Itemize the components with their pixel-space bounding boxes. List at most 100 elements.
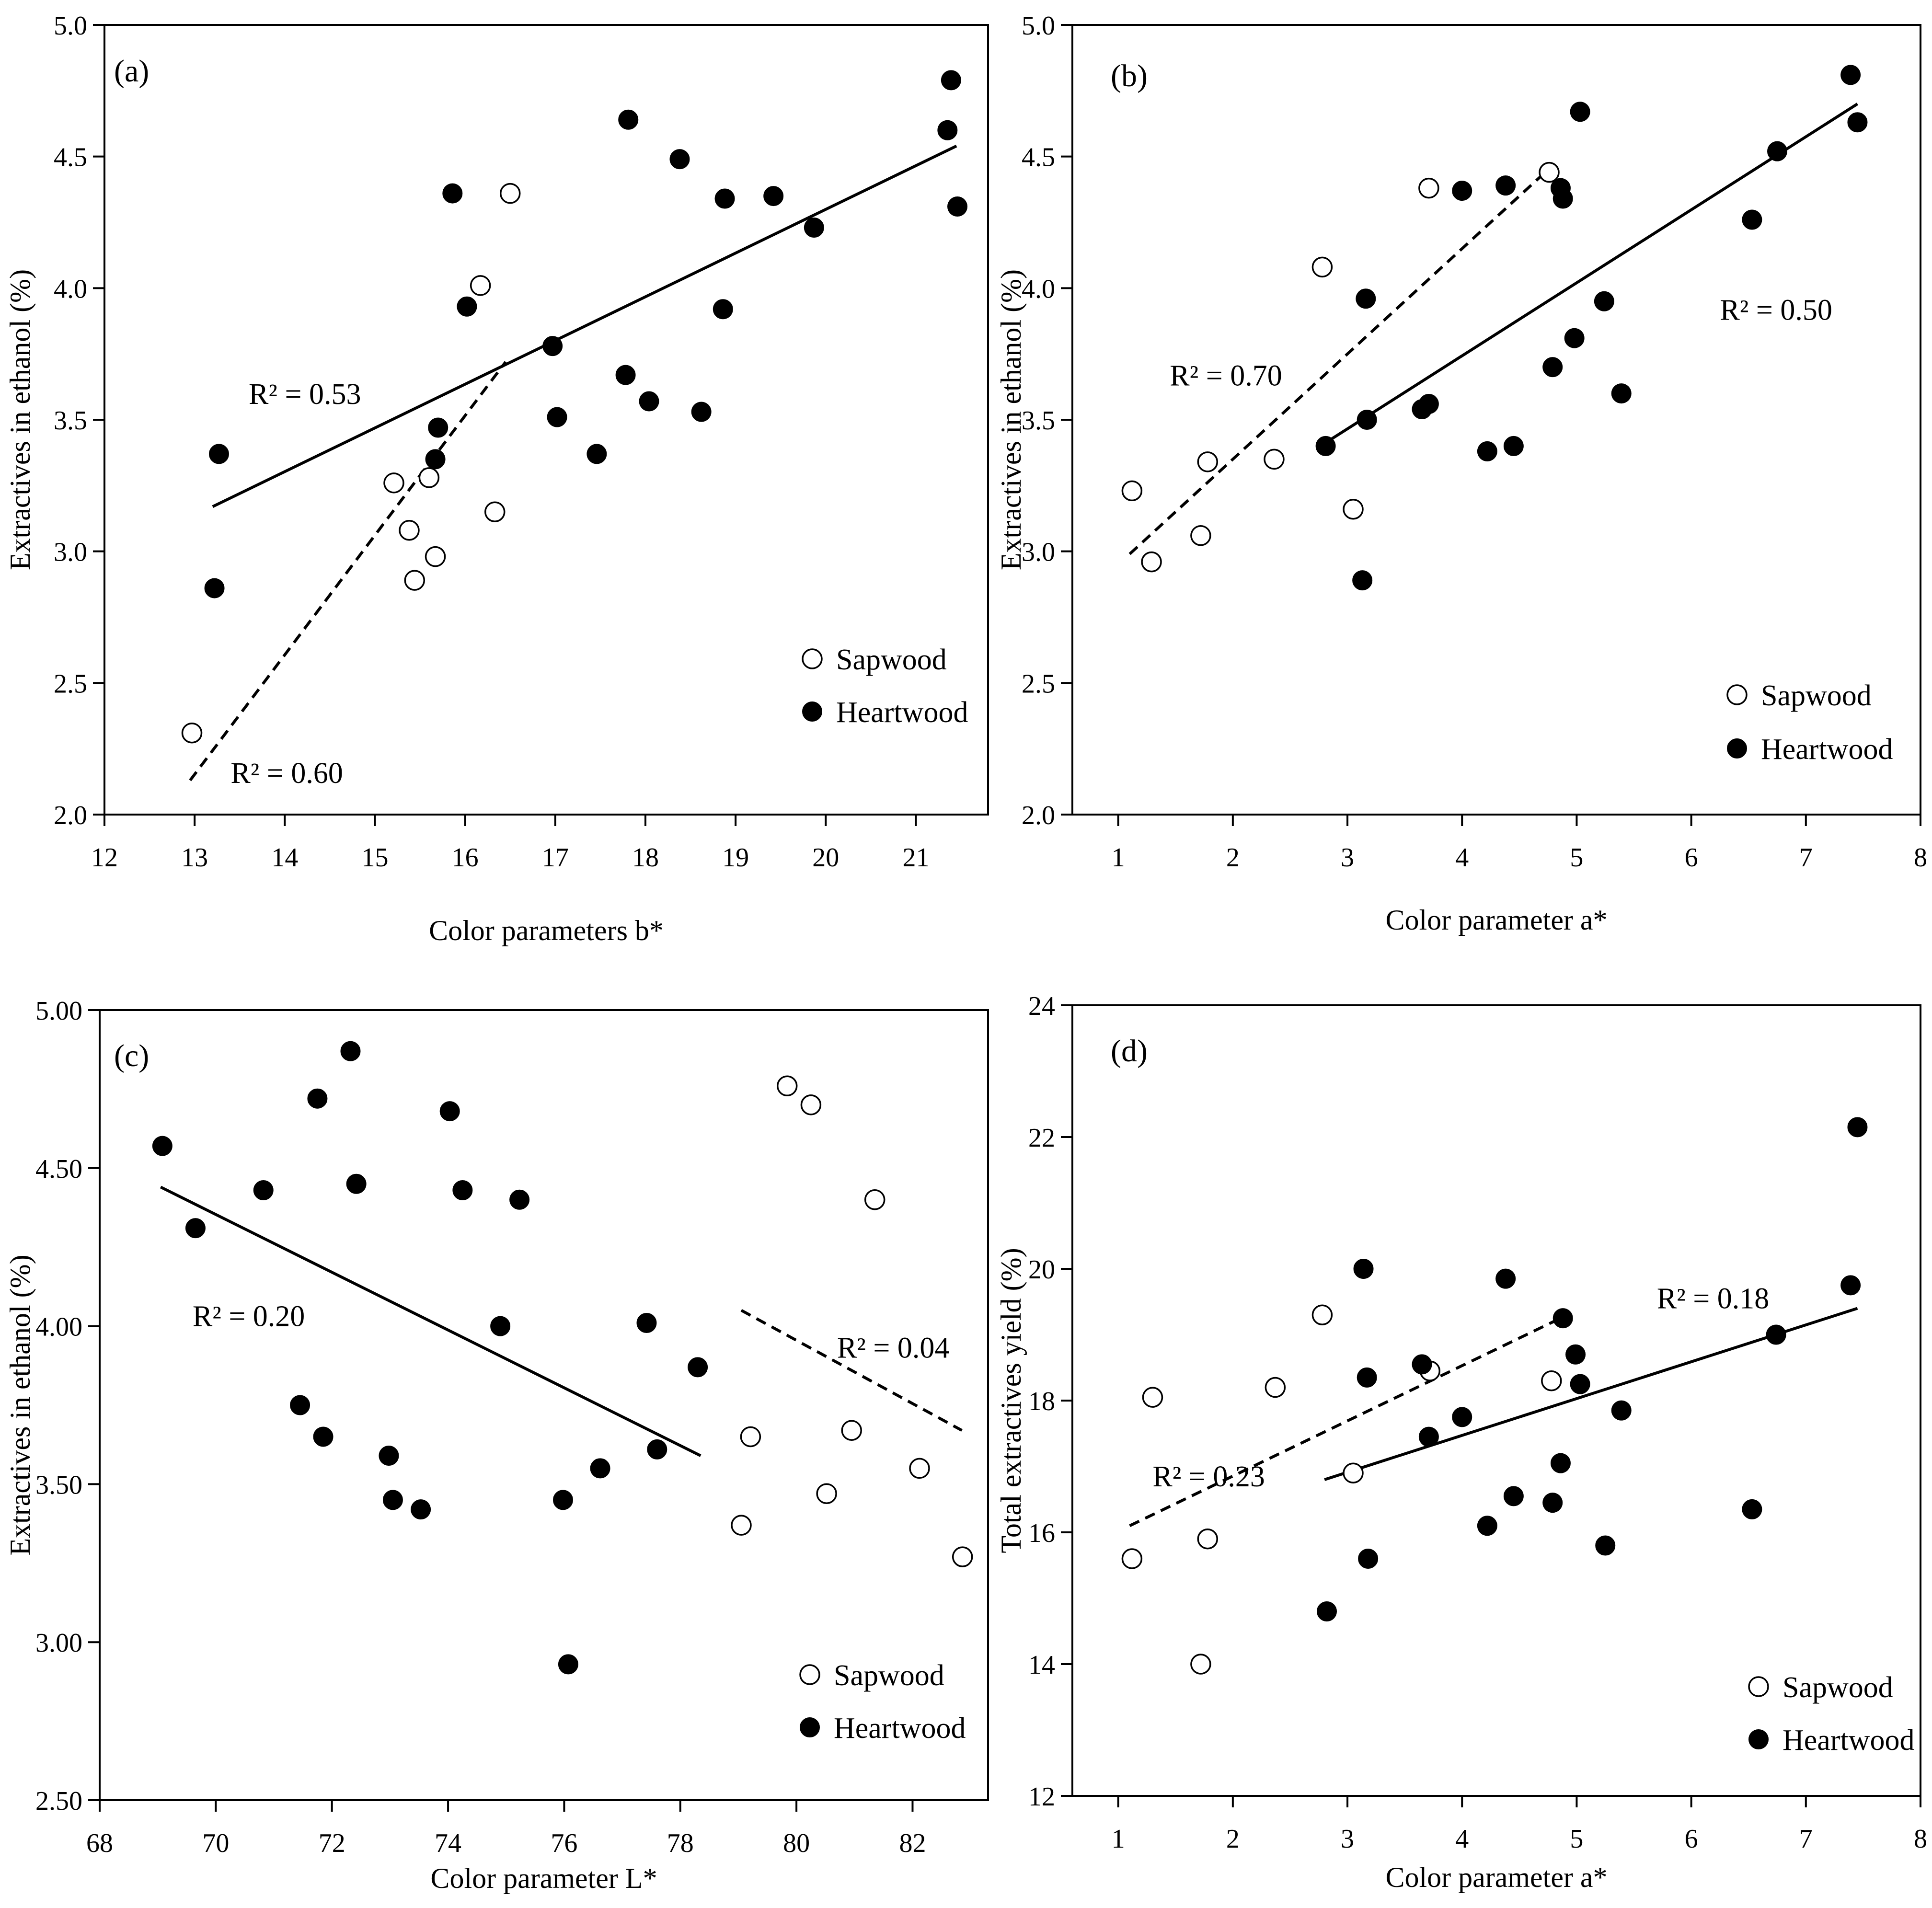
y-tick-label: 4.0 xyxy=(1022,274,1055,304)
x-tick-label: 8 xyxy=(1914,1824,1927,1854)
sapwood-point xyxy=(399,519,420,541)
heartwood-point xyxy=(1503,436,1524,456)
x-tick-label: 1 xyxy=(1112,1824,1125,1854)
y-tick-label: 12 xyxy=(1028,1782,1055,1812)
heartwood-point xyxy=(691,402,712,422)
y-tick-label: 2.50 xyxy=(35,1786,82,1816)
panel-a: 12 13 14 15 16 17 18 19 20 21 2.0 2.5 3.0 3.5 4.0 4.5 5.… xyxy=(4,11,989,946)
heartwood-point xyxy=(1552,1308,1573,1329)
heartwood-point xyxy=(1477,1516,1497,1536)
heartwood-point xyxy=(1570,102,1590,122)
heartwood-point xyxy=(439,1101,460,1122)
heartwood-point xyxy=(1495,1268,1516,1289)
heartwood-point xyxy=(1317,1601,1337,1621)
heartwood-point xyxy=(688,1357,708,1378)
y-tick-label: 5.00 xyxy=(35,996,82,1026)
sapwood-point xyxy=(1141,551,1162,573)
y-axis-label: Extractives in ethanol (%) xyxy=(995,269,1027,570)
x-tick-label: 6 xyxy=(1685,843,1698,873)
sapwood-point xyxy=(952,1546,973,1567)
heartwood-point xyxy=(253,1180,274,1200)
x-tick-label: 74 xyxy=(435,1828,461,1858)
y-tick-label: 3.5 xyxy=(1022,406,1055,436)
heartwood-point xyxy=(636,1313,657,1333)
heartwood-point xyxy=(346,1173,367,1194)
y-tick-label: 2.5 xyxy=(1022,669,1055,699)
x-tick-label: 3 xyxy=(1341,1824,1354,1854)
heartwood-point xyxy=(542,336,563,356)
x-tick-label: 82 xyxy=(899,1828,926,1858)
heartwood-point xyxy=(586,444,607,464)
legend-heartwood-marker xyxy=(1748,1729,1769,1749)
heartwood-point xyxy=(1452,1407,1472,1427)
legend-heartwood-marker xyxy=(1727,738,1747,759)
y-tick-label: 3.0 xyxy=(1022,538,1055,567)
sapwood-point xyxy=(1265,1377,1286,1398)
heartwood-point xyxy=(1452,181,1472,201)
panel-b: 1 2 3 4 5 6 7 8 2.0 2.5 3.0 3.5 4.0 4.5 5.0 Color param… xyxy=(995,11,1927,936)
x-tick-label: 17 xyxy=(542,843,569,873)
fit-line-sapwood xyxy=(1129,1320,1554,1527)
heartwood-point xyxy=(1742,209,1762,230)
heartwood-point xyxy=(313,1426,334,1447)
heartwood-point xyxy=(1564,328,1585,348)
fit-line-sapwood xyxy=(189,361,507,782)
legend-heartwood-label: Heartwood xyxy=(1761,733,1893,766)
x-tick-label: 76 xyxy=(551,1828,577,1858)
heartwood-point xyxy=(1594,291,1614,311)
y-tick-label: 4.00 xyxy=(35,1312,82,1342)
heartwood-point xyxy=(1357,410,1377,430)
panel-label: (a) xyxy=(114,54,149,89)
heartwood-point xyxy=(1595,1535,1616,1556)
y-tick-label: 2.0 xyxy=(1022,801,1055,830)
y-axis-label: Extractives in ethanol (%) xyxy=(4,269,36,570)
sapwood-point xyxy=(1121,1548,1143,1569)
legend-heartwood-label: Heartwood xyxy=(836,696,968,729)
heartwood-point xyxy=(452,1180,473,1200)
heartwood-point xyxy=(1412,1354,1432,1375)
x-tick-label: 14 xyxy=(271,843,298,873)
sapwood-point xyxy=(1264,448,1285,470)
heartwood-point xyxy=(1847,112,1868,133)
heartwood-point xyxy=(185,1218,206,1239)
heartwood-point xyxy=(558,1654,578,1675)
heartwood-point xyxy=(442,183,463,204)
y-tick-label: 4.50 xyxy=(35,1154,82,1184)
heartwood-point xyxy=(763,186,784,207)
legend-sapwood-marker xyxy=(1748,1676,1769,1697)
r-squared-label: R² = 0.04 xyxy=(837,1332,949,1365)
heartwood-point xyxy=(941,70,961,91)
heartwood-point xyxy=(937,120,958,140)
sapwood-point xyxy=(1311,256,1333,278)
sapwood-point xyxy=(1311,1304,1333,1325)
y-tick-label: 24 xyxy=(1028,991,1055,1021)
x-tick-label: 72 xyxy=(319,1828,345,1858)
heartwood-point xyxy=(425,449,446,470)
y-tick-label: 2.0 xyxy=(54,801,87,830)
heartwood-point xyxy=(1767,141,1788,161)
heartwood-point xyxy=(1542,357,1563,378)
heartwood-point xyxy=(1418,1426,1439,1447)
x-tick-label: 13 xyxy=(181,843,208,873)
r-squared-label: R² = 0.70 xyxy=(1170,360,1282,392)
sapwood-point xyxy=(731,1515,752,1536)
heartwood-point xyxy=(1542,1493,1563,1513)
heartwood-point xyxy=(490,1316,511,1336)
sapwood-point xyxy=(470,275,491,296)
heartwood-point xyxy=(1495,175,1516,196)
heartwood-point xyxy=(307,1088,328,1109)
y-tick-label: 4.5 xyxy=(54,143,87,172)
heartwood-point xyxy=(647,1439,667,1460)
y-axis-label: Extractives in ethanol (%) xyxy=(4,1254,36,1555)
sapwood-point xyxy=(800,1094,822,1115)
sapwood-point xyxy=(841,1420,862,1441)
heartwood-point xyxy=(208,444,229,464)
heartwood-point xyxy=(1847,1117,1868,1138)
x-axis-label: Color parameter L* xyxy=(430,1862,657,1894)
heartwood-point xyxy=(1357,1367,1377,1388)
sapwood-point xyxy=(484,501,506,523)
x-tick-label: 8 xyxy=(1914,843,1927,873)
heartwood-point xyxy=(204,578,225,598)
fit-line-sapwood xyxy=(1128,163,1555,555)
